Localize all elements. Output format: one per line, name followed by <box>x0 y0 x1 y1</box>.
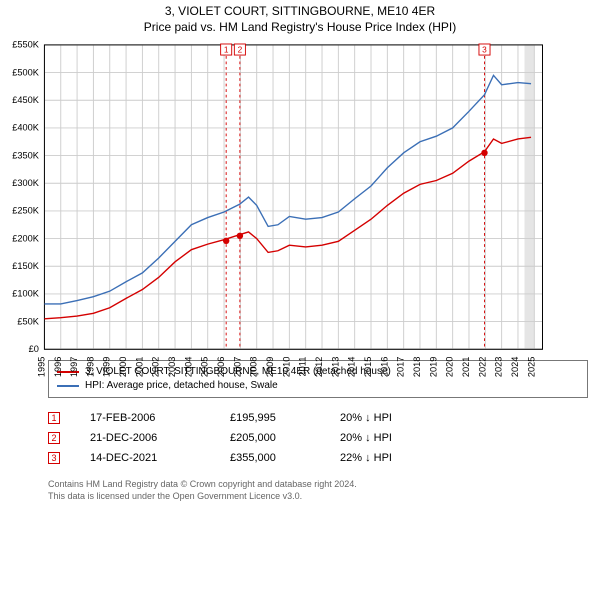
svg-text:£200K: £200K <box>12 233 40 243</box>
svg-text:£400K: £400K <box>12 123 40 133</box>
chart-svg: £0 £50K £100K £150K £200K £250K £300K £350K £400… <box>2 24 548 396</box>
svg-text:2024: 2024 <box>510 357 520 378</box>
svg-text:2: 2 <box>238 45 243 55</box>
svg-text:£150K: £150K <box>12 261 40 271</box>
svg-text:2025: 2025 <box>526 357 536 378</box>
sale-price: £355,000 <box>230 448 320 468</box>
svg-text:1: 1 <box>224 45 229 55</box>
svg-text:2017: 2017 <box>396 357 406 378</box>
svg-text:2009: 2009 <box>265 357 275 378</box>
svg-text:2001: 2001 <box>134 357 144 378</box>
sales-row: 3 14-DEC-2021 £355,000 22% ↓ HPI <box>48 448 588 468</box>
svg-text:£300K: £300K <box>12 178 40 188</box>
svg-text:2006: 2006 <box>216 357 226 378</box>
chart-area: £0£50K£100K£150K£200K£250K£300K£350K£400… <box>48 24 588 354</box>
svg-text:2019: 2019 <box>428 357 438 378</box>
svg-text:2003: 2003 <box>167 357 177 378</box>
notice-line-2: This data is licensed under the Open Gov… <box>48 490 588 502</box>
svg-text:1998: 1998 <box>85 357 95 378</box>
svg-text:£500K: £500K <box>12 67 40 77</box>
sale-marker: 1 <box>48 412 60 424</box>
sale-diff: 20% ↓ HPI <box>340 428 430 448</box>
svg-text:2010: 2010 <box>281 357 291 378</box>
svg-text:£350K: £350K <box>12 150 40 160</box>
notice-line-1: Contains HM Land Registry data © Crown c… <box>48 478 588 490</box>
svg-text:£250K: £250K <box>12 206 40 216</box>
svg-text:2005: 2005 <box>200 357 210 378</box>
sales-row: 2 21-DEC-2006 £205,000 20% ↓ HPI <box>48 428 588 448</box>
sales-table: 1 17-FEB-2006 £195,995 20% ↓ HPI 2 21-DEC-200… <box>48 408 588 468</box>
sale-price: £205,000 <box>230 428 320 448</box>
sale-date: 17-FEB-2006 <box>90 408 210 428</box>
svg-text:2018: 2018 <box>412 357 422 378</box>
chart-container: 3, VIOLET COURT, SITTINGBOURNE, ME10 4ER… <box>0 4 600 594</box>
svg-text:2007: 2007 <box>232 357 242 378</box>
svg-text:1999: 1999 <box>102 357 112 378</box>
svg-text:1995: 1995 <box>36 357 46 378</box>
sale-diff: 20% ↓ HPI <box>340 408 430 428</box>
chart-title: 3, VIOLET COURT, SITTINGBOURNE, ME10 4ER <box>0 4 600 18</box>
svg-text:£100K: £100K <box>12 289 40 299</box>
sale-marker: 2 <box>48 432 60 444</box>
svg-text:£450K: £450K <box>12 95 40 105</box>
svg-text:2013: 2013 <box>330 357 340 378</box>
svg-text:2014: 2014 <box>347 357 357 378</box>
sale-date: 14-DEC-2021 <box>90 448 210 468</box>
svg-text:2011: 2011 <box>298 357 308 377</box>
svg-text:£550K: £550K <box>12 40 40 50</box>
svg-text:2008: 2008 <box>249 357 259 378</box>
svg-text:2023: 2023 <box>494 357 504 378</box>
svg-text:2004: 2004 <box>183 357 193 378</box>
svg-text:1997: 1997 <box>69 357 79 378</box>
svg-text:2000: 2000 <box>118 357 128 378</box>
sale-diff: 22% ↓ HPI <box>340 448 430 468</box>
svg-text:1996: 1996 <box>53 357 63 378</box>
svg-text:2020: 2020 <box>445 357 455 378</box>
svg-text:2016: 2016 <box>379 357 389 378</box>
svg-text:£0: £0 <box>29 344 39 354</box>
svg-text:2022: 2022 <box>477 357 487 378</box>
sale-price: £195,995 <box>230 408 320 428</box>
sale-date: 21-DEC-2006 <box>90 428 210 448</box>
svg-text:2021: 2021 <box>461 357 471 378</box>
svg-text:2012: 2012 <box>314 357 324 378</box>
licence-notice: Contains HM Land Registry data © Crown c… <box>48 478 588 502</box>
svg-text:3: 3 <box>482 45 487 55</box>
svg-text:2002: 2002 <box>151 357 161 378</box>
svg-text:£50K: £50K <box>17 316 39 326</box>
svg-text:2015: 2015 <box>363 357 373 378</box>
sales-row: 1 17-FEB-2006 £195,995 20% ↓ HPI <box>48 408 588 428</box>
sale-marker: 3 <box>48 452 60 464</box>
